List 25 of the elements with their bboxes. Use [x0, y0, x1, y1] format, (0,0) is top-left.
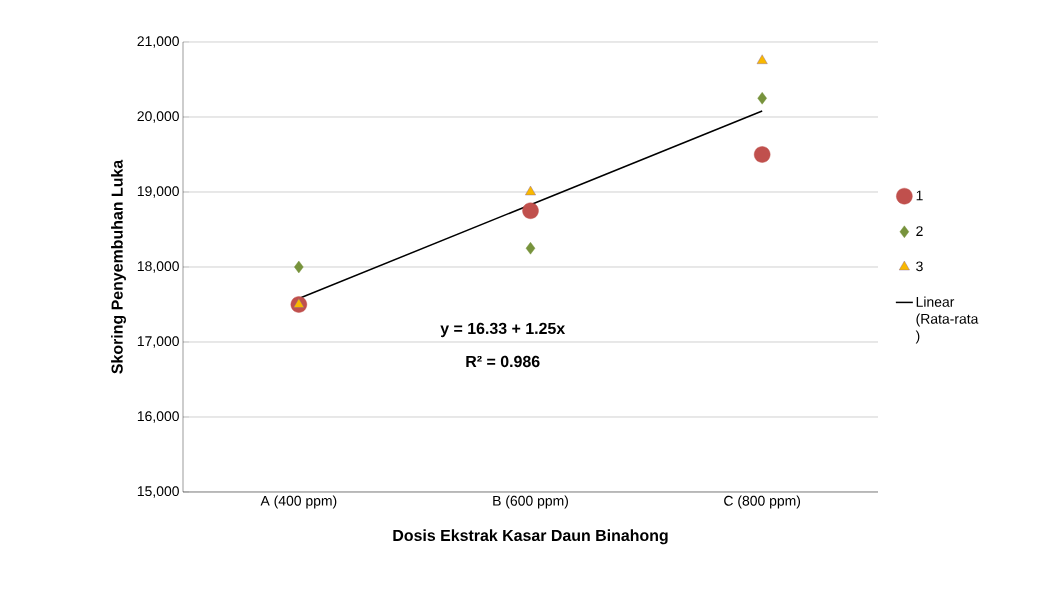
- y-axis-title: Skoring Penyembuhan Luka: [111, 159, 126, 374]
- x-tick-label: A (400 ppm): [260, 495, 337, 509]
- point: [753, 146, 771, 163]
- point: [294, 260, 304, 274]
- point: [522, 202, 539, 219]
- x-tick-label: B (600 ppm): [493, 495, 568, 509]
- point: [525, 185, 536, 196]
- x-axis-title: Dosis Ekstrak Kasar Daun Binahong: [393, 529, 668, 545]
- annotation: R² = 0.986: [466, 355, 540, 368]
- legend-label: Linear (Rata-rata ): [915, 296, 979, 344]
- x-tick-label: C (800 ppm): [724, 495, 801, 509]
- y-tick-label: 15,000: [137, 486, 179, 498]
- legend-label: 2: [916, 226, 923, 236]
- y-tick-label: 17,000: [137, 336, 179, 348]
- annotation: y = 16.33 + 1.25x: [440, 322, 566, 338]
- point: [525, 242, 536, 255]
- legend-label: 3: [916, 261, 923, 272]
- point: [757, 92, 767, 105]
- y-tick-label: 18,000: [137, 261, 179, 273]
- y-tick-label: 19,000: [137, 186, 179, 198]
- y-tick-label: 16,000: [137, 411, 179, 423]
- point: [756, 54, 768, 64]
- y-tick-label: 21,000: [137, 36, 179, 48]
- y-tick-label: 20,000: [137, 111, 179, 123]
- legend-label: 1: [916, 190, 923, 201]
